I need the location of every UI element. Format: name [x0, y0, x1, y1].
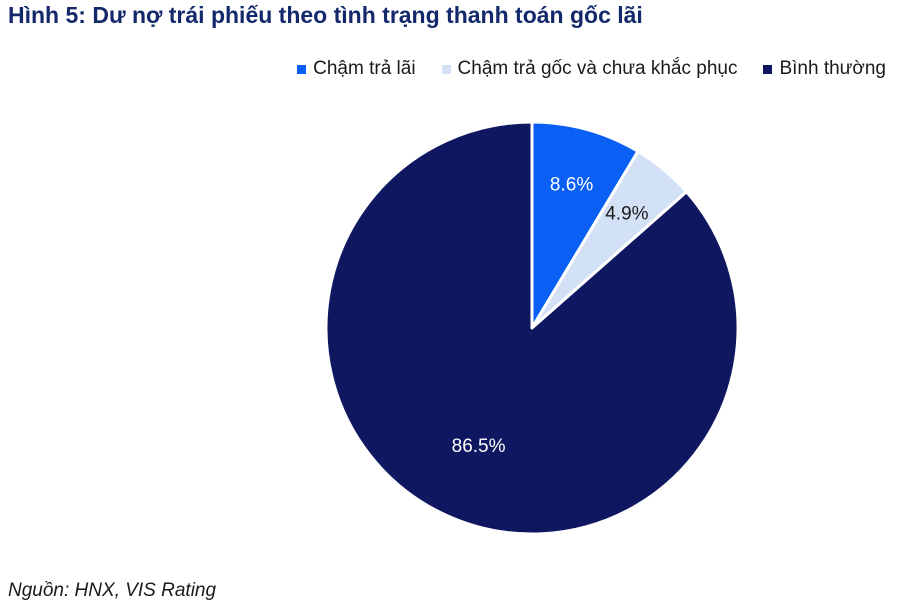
legend-label: Chậm trả lãi	[313, 58, 416, 79]
source-note: Nguồn: HNX, VIS Rating	[8, 580, 217, 601]
slice-data-label: 4.9%	[605, 204, 648, 225]
legend-label: Chậm trả gốc và chưa khắc phục	[457, 58, 738, 79]
chart-title: Hình 5: Dư nợ trái phiếu theo tình trạng…	[8, 2, 643, 28]
slice-data-label: 86.5%	[452, 436, 506, 457]
legend-swatch	[763, 64, 773, 74]
slice-data-label: 8.6%	[550, 175, 593, 196]
legend-swatch	[441, 64, 451, 74]
legend: Chậm trả lãi Chậm trả gốc và chưa khắc p…	[297, 58, 886, 80]
legend-item-binh-thuong: Bình thường	[763, 58, 886, 80]
pie-slice	[530, 120, 640, 330]
legend-swatch	[297, 64, 307, 74]
pie-slice	[324, 120, 740, 536]
legend-label: Bình thường	[779, 58, 886, 79]
legend-item-cham-tra-goc: Chậm trả gốc và chưa khắc phục	[441, 58, 738, 80]
legend-item-cham-tra-lai: Chậm trả lãi	[297, 58, 416, 80]
